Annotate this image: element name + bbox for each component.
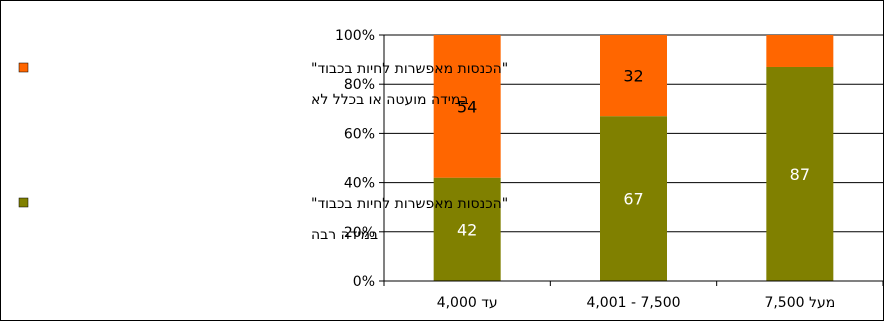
y-tick-label: 80%: [344, 77, 375, 93]
x-tick-label: עד 4,000: [437, 295, 498, 311]
legend-label: במידה רבה: [311, 227, 378, 243]
y-tick-label: 0%: [353, 274, 375, 290]
data-label: 67: [623, 190, 643, 209]
legend-label: "הכנסות מאפשרות לחיות בכבוד": [311, 61, 508, 77]
bar-segment: [433, 35, 501, 178]
bar-segment: [766, 66, 834, 281]
y-tick-label: 60%: [344, 126, 375, 142]
y-tick-label: 40%: [344, 176, 375, 192]
data-label: 42: [457, 220, 477, 239]
legend-label: "הכנסות מאפשרות לחיות בכבוד": [311, 196, 508, 212]
data-label: 87: [790, 165, 810, 184]
legend-label: במידה מועטה או בכלל לא: [311, 92, 469, 108]
x-tick-label: מעל 7,500: [764, 295, 835, 311]
y-tick-label: 20%: [344, 225, 375, 241]
y-tick-label: 100%: [335, 28, 375, 44]
legend-swatch: [18, 197, 29, 208]
bar-segment: [600, 35, 667, 117]
bar-segment: [600, 116, 667, 282]
data-label: 32: [623, 67, 643, 86]
bar-segment: [766, 35, 834, 67]
bar-segment: [433, 177, 501, 281]
x-tick-label: 4,001 - 7,500: [586, 295, 680, 311]
legend-swatch: [18, 62, 29, 73]
data-label: 54: [457, 97, 477, 116]
